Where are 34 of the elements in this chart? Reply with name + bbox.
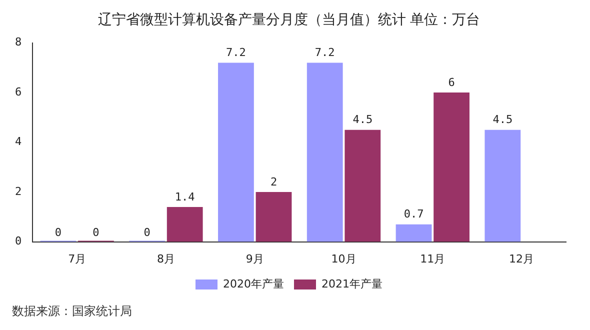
legend-label: 2021年产量 <box>322 277 382 290</box>
data-label: 4.5 <box>352 113 373 126</box>
x-tick-label: 7月 <box>68 252 86 266</box>
bar <box>484 130 521 242</box>
bar <box>396 224 432 242</box>
source-note: 数据来源：国家统计局 <box>12 304 132 318</box>
y-tick-label: 8 <box>15 36 22 49</box>
legend-label: 2020年产量 <box>223 277 284 290</box>
data-label: 1.4 <box>174 190 196 204</box>
bar <box>166 206 203 242</box>
bar <box>256 192 292 242</box>
bar <box>306 62 343 242</box>
y-tick-label: 2 <box>15 184 22 198</box>
x-tick-label: 11月 <box>420 252 446 266</box>
data-label: 7.2 <box>226 46 246 60</box>
data-label: 0 <box>92 226 100 240</box>
x-tick-label: 8月 <box>156 252 175 266</box>
y-tick-label: 6 <box>15 85 22 98</box>
x-tick-label: 9月 <box>246 252 264 266</box>
data-label: 0 <box>54 226 62 240</box>
data-label: 4.5 <box>492 113 513 126</box>
y-tick-label: 4 <box>15 135 22 148</box>
data-label: 0.7 <box>404 208 424 221</box>
bar <box>434 92 470 242</box>
data-label: 0 <box>144 226 150 240</box>
data-label: 7.2 <box>314 46 335 60</box>
x-tick-label: 10月 <box>331 252 356 266</box>
data-label: 2 <box>270 175 278 188</box>
data-label: 6 <box>448 76 455 89</box>
chart-title: 辽宁省微型计算机设备产量分月度（当月值）统计 单位：万台 <box>98 12 480 28</box>
y-tick-label: 0 <box>15 234 22 248</box>
bar <box>218 62 254 242</box>
x-tick-label: 12月 <box>509 252 534 266</box>
bar <box>344 130 381 242</box>
